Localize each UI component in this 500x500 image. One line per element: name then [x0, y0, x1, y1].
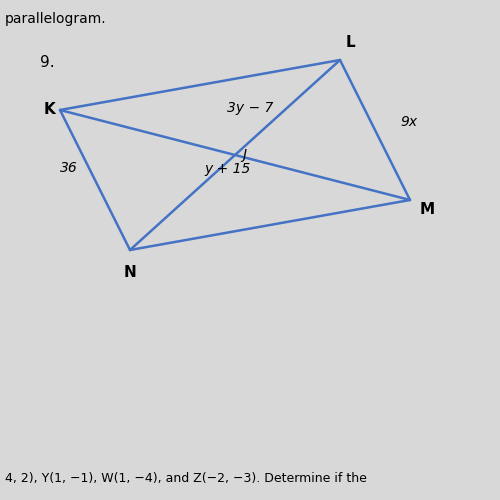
- Text: y + 15: y + 15: [204, 162, 250, 176]
- Text: M: M: [420, 202, 435, 218]
- Text: 4, 2), Y(1, −1), W(1, −4), and Z(−2, −3). Determine if the: 4, 2), Y(1, −1), W(1, −4), and Z(−2, −3)…: [5, 472, 367, 485]
- Text: J: J: [242, 148, 246, 162]
- Text: K: K: [44, 102, 55, 118]
- Text: parallelogram.: parallelogram.: [5, 12, 106, 26]
- Text: L: L: [345, 35, 355, 50]
- Text: 9x: 9x: [400, 116, 417, 130]
- Text: 3y − 7: 3y − 7: [227, 101, 273, 115]
- Text: N: N: [124, 265, 136, 280]
- Text: 9.: 9.: [40, 55, 54, 70]
- Text: 36: 36: [60, 160, 78, 174]
